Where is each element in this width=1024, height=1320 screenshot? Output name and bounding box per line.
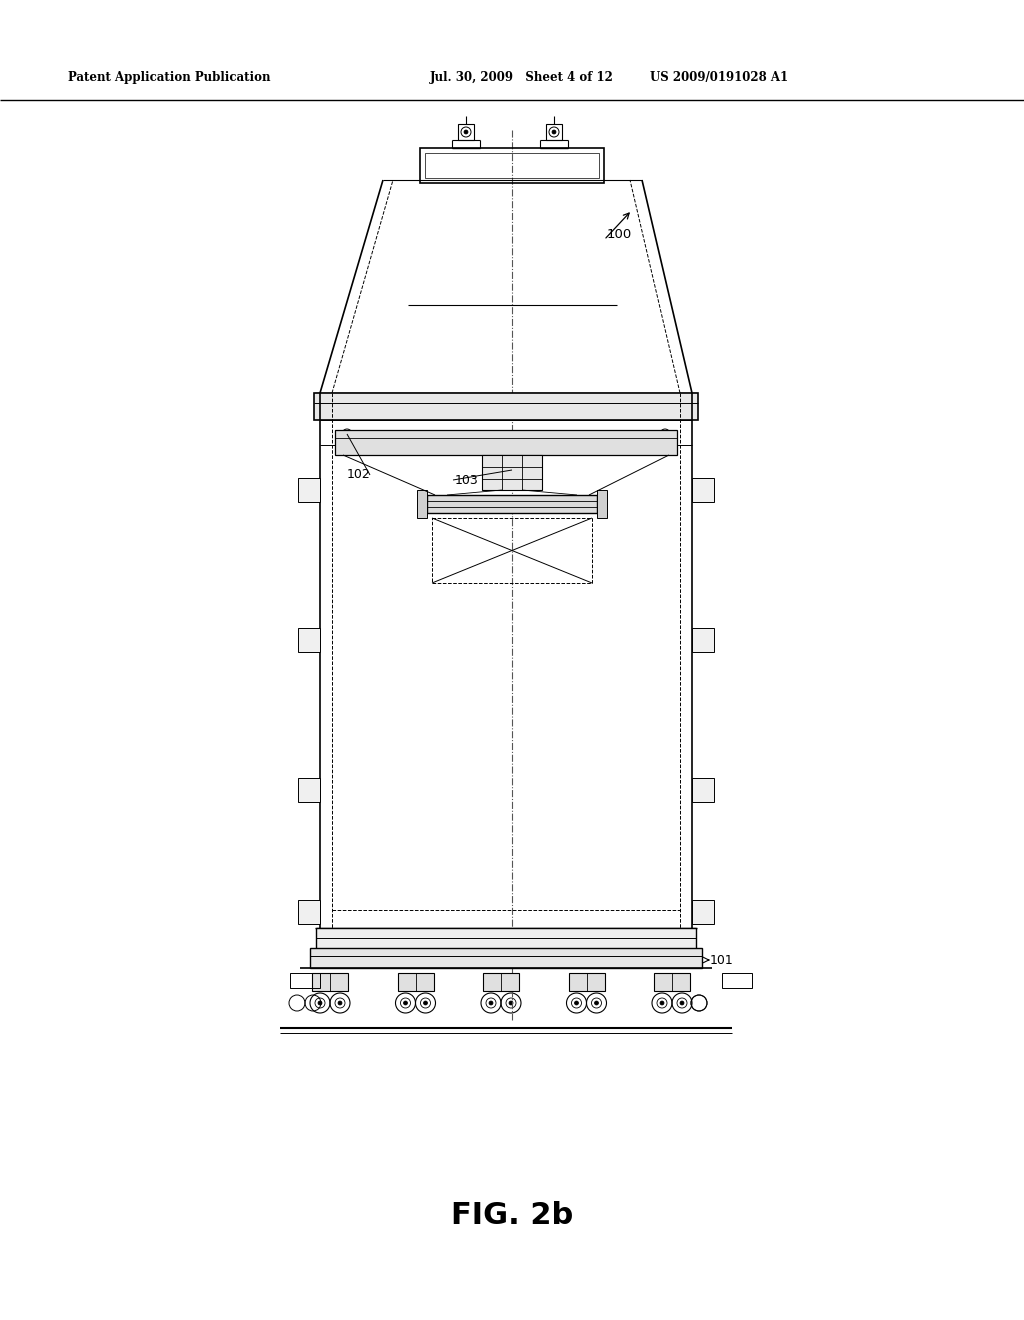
Text: FIG. 2b: FIG. 2b (451, 1200, 573, 1229)
Bar (310, 948, 702, 968)
Text: 100: 100 (607, 228, 632, 242)
Circle shape (595, 1001, 598, 1005)
Text: US 2009/0191028 A1: US 2009/0191028 A1 (650, 71, 788, 84)
Bar (568, 973, 604, 991)
Text: Jul. 30, 2009   Sheet 4 of 12: Jul. 30, 2009 Sheet 4 of 12 (430, 71, 613, 84)
Bar (397, 973, 433, 991)
Bar (597, 490, 607, 517)
Circle shape (338, 1001, 342, 1005)
Bar (427, 495, 597, 513)
Circle shape (489, 1001, 493, 1005)
Bar (654, 973, 690, 991)
Circle shape (680, 1001, 684, 1005)
Circle shape (552, 129, 556, 135)
Bar (432, 517, 592, 583)
Bar (692, 900, 714, 924)
Bar (692, 777, 714, 803)
Bar (546, 124, 562, 140)
Text: 102: 102 (347, 469, 371, 482)
Circle shape (663, 432, 667, 436)
Text: 101: 101 (710, 953, 734, 966)
Text: 103: 103 (455, 474, 479, 487)
Circle shape (509, 1001, 513, 1005)
Bar (298, 628, 319, 652)
Bar (692, 478, 714, 502)
Circle shape (424, 1001, 427, 1005)
Circle shape (318, 1001, 322, 1005)
Circle shape (403, 1001, 408, 1005)
Text: Patent Application Publication: Patent Application Publication (68, 71, 270, 84)
Bar (458, 124, 474, 140)
Bar (420, 148, 604, 183)
Bar (482, 455, 542, 490)
Circle shape (464, 129, 468, 135)
Bar (298, 478, 319, 502)
Bar (425, 153, 599, 178)
Bar (314, 393, 698, 420)
Bar (417, 490, 427, 517)
Bar (692, 628, 714, 652)
Circle shape (660, 1001, 664, 1005)
Bar (312, 973, 348, 991)
Circle shape (345, 432, 349, 436)
Bar (290, 973, 319, 987)
Bar (316, 928, 696, 950)
Bar (298, 900, 319, 924)
Bar (722, 973, 752, 987)
Bar (483, 973, 519, 991)
Bar (298, 777, 319, 803)
Circle shape (574, 1001, 579, 1005)
Bar (335, 430, 677, 455)
